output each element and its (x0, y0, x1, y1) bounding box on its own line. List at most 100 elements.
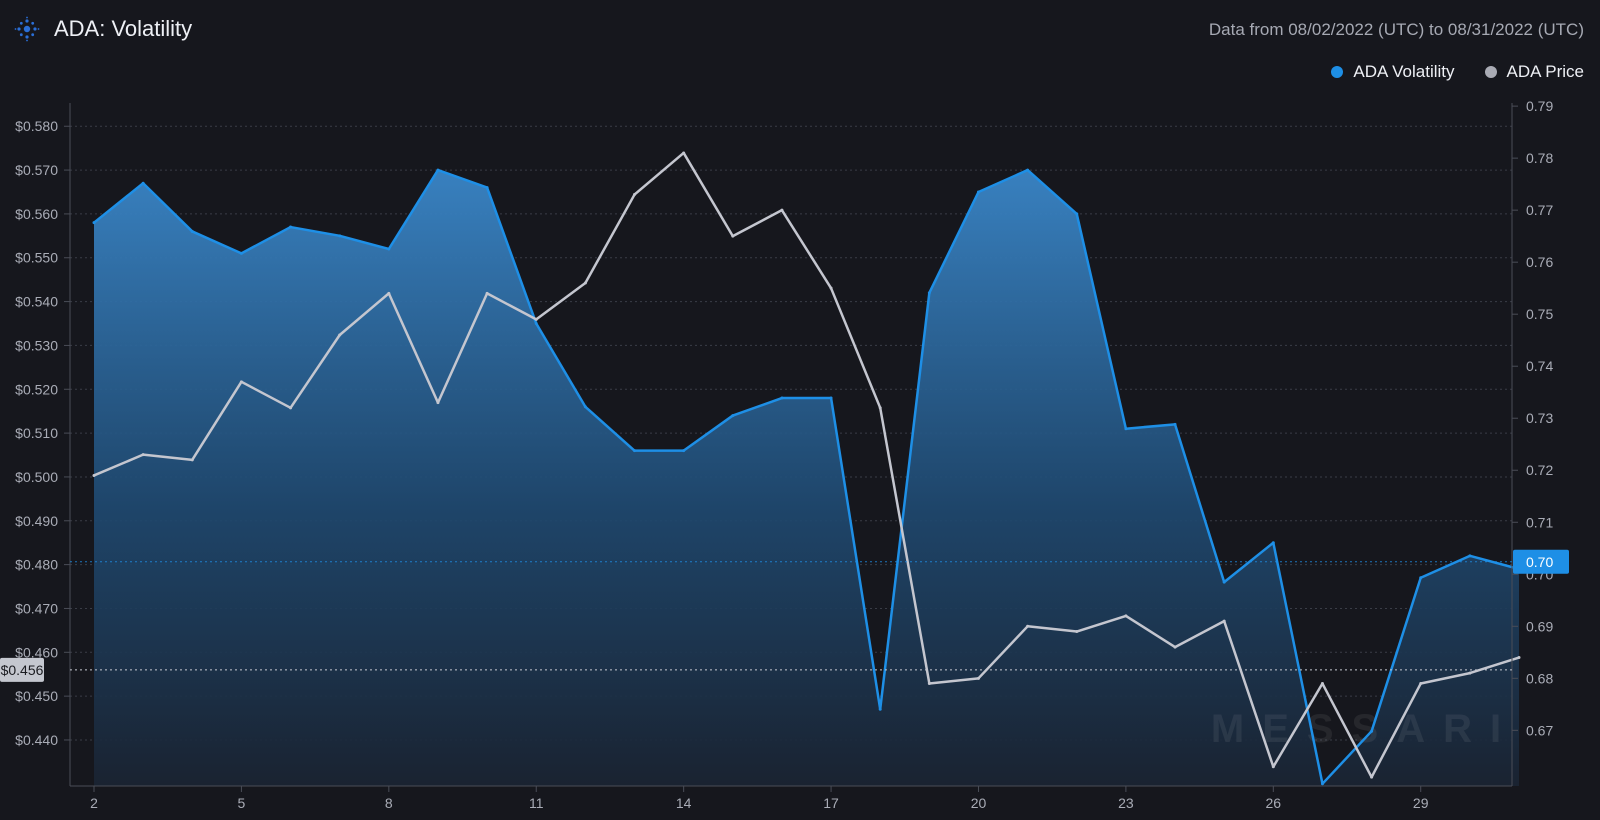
current-left-label: $0.456 (1, 662, 44, 678)
price-point[interactable] (141, 453, 145, 457)
price-point[interactable] (780, 208, 784, 212)
price-point[interactable] (731, 234, 735, 238)
volatility-point[interactable] (976, 190, 980, 194)
volatility-point[interactable] (141, 181, 145, 185)
volatility-point[interactable] (485, 186, 489, 190)
chart-title: ADA: Volatility (54, 16, 193, 41)
right-tick-label: 0.71 (1526, 514, 1553, 530)
volatility-point[interactable] (829, 396, 833, 400)
volatility-point[interactable] (1320, 782, 1324, 786)
price-point[interactable] (534, 317, 538, 321)
price-point[interactable] (633, 193, 637, 197)
price-point[interactable] (976, 676, 980, 680)
price-point[interactable] (436, 401, 440, 405)
price-point[interactable] (239, 380, 243, 384)
price-point[interactable] (1468, 671, 1472, 675)
right-tick-label: 0.77 (1526, 202, 1553, 218)
price-point[interactable] (1370, 775, 1374, 779)
left-tick-label: $0.530 (15, 337, 58, 353)
price-point[interactable] (1124, 614, 1128, 618)
volatility-point[interactable] (1124, 427, 1128, 431)
price-point[interactable] (485, 291, 489, 295)
volatility-point[interactable] (436, 168, 440, 172)
volatility-point[interactable] (190, 229, 194, 233)
volatility-point[interactable] (780, 396, 784, 400)
volatility-point[interactable] (927, 291, 931, 295)
volatility-point[interactable] (1370, 729, 1374, 733)
price-point[interactable] (190, 458, 194, 462)
x-tick-label: 14 (676, 795, 692, 811)
price-point[interactable] (1320, 682, 1324, 686)
left-tick-label: $0.540 (15, 294, 58, 310)
volatility-point[interactable] (1419, 576, 1423, 580)
left-tick-label: $0.500 (15, 469, 58, 485)
volatility-point[interactable] (1026, 168, 1030, 172)
price-line[interactable] (93, 151, 1520, 779)
volatility-point[interactable] (1271, 541, 1275, 545)
x-tick-label: 2 (90, 795, 98, 811)
price-point[interactable] (1517, 656, 1521, 660)
left-tick-label: $0.520 (15, 381, 58, 397)
price-point[interactable] (1026, 624, 1030, 628)
right-tick-label: 0.76 (1526, 254, 1553, 270)
current-right-label: 0.70 (1526, 554, 1553, 570)
volatility-point[interactable] (878, 707, 882, 711)
volatility-point[interactable] (534, 322, 538, 326)
current-right-tag (1513, 549, 1569, 574)
x-tick-label: 5 (238, 795, 246, 811)
volatility-point[interactable] (239, 251, 243, 255)
price-point[interactable] (92, 473, 96, 477)
right-tick-label: 0.74 (1526, 358, 1553, 374)
right-tick-label: 0.72 (1526, 462, 1553, 478)
volatility-point[interactable] (1222, 580, 1226, 584)
cardano-logo-icon (14, 16, 40, 42)
price-point[interactable] (682, 151, 686, 155)
volatility-point[interactable] (289, 225, 293, 229)
left-tick-label: $0.480 (15, 557, 58, 573)
price-point[interactable] (1222, 619, 1226, 623)
x-tick-label: 20 (971, 795, 987, 811)
price-point[interactable] (1173, 645, 1177, 649)
volatility-area (94, 170, 1519, 787)
volatility-point[interactable] (1075, 212, 1079, 216)
right-tick-label: 0.79 (1526, 98, 1553, 114)
volatility-point[interactable] (583, 405, 587, 409)
right-tick-label: 0.78 (1526, 150, 1553, 166)
watermark-logo: MESSARI (1211, 707, 1519, 751)
date-range: Data from 08/02/2022 (UTC) to 08/31/2022… (1208, 20, 1584, 39)
volatility-point[interactable] (92, 221, 96, 225)
price-point[interactable] (583, 281, 587, 285)
price-point[interactable] (1419, 682, 1423, 686)
right-tick-label: 0.67 (1526, 722, 1553, 738)
volatility-point[interactable] (1173, 422, 1177, 426)
volatility-line[interactable] (93, 168, 1520, 786)
price-point[interactable] (927, 682, 931, 686)
right-tick-label: 0.75 (1526, 306, 1553, 322)
volatility-point[interactable] (731, 414, 735, 418)
volatility-point[interactable] (338, 234, 342, 238)
price-point[interactable] (1271, 765, 1275, 769)
legend-dot-icon (1331, 66, 1344, 78)
x-tick-label: 23 (1118, 795, 1134, 811)
volatility-point[interactable] (682, 449, 686, 453)
current-left-tag (0, 657, 44, 682)
volatility-point[interactable] (633, 449, 637, 453)
left-tick-label: $0.490 (15, 513, 58, 529)
legend-label-volatility: ADA Volatility (1353, 62, 1455, 81)
price-point[interactable] (1075, 630, 1079, 634)
left-tick-label: $0.470 (15, 600, 58, 616)
legend-item-volatility[interactable]: ADA Volatility (1331, 62, 1455, 82)
left-tick-label: $0.560 (15, 206, 58, 222)
price-point[interactable] (878, 406, 882, 410)
price-point[interactable] (289, 406, 293, 410)
price-point[interactable] (387, 291, 391, 295)
x-tick-label: 8 (385, 795, 393, 811)
legend-item-price[interactable]: ADA Price (1484, 62, 1584, 82)
volatility-point[interactable] (1468, 554, 1472, 558)
volatility-point[interactable] (387, 247, 391, 251)
price-point[interactable] (338, 333, 342, 337)
right-tick-label: 0.69 (1526, 618, 1553, 634)
price-point[interactable] (829, 286, 833, 290)
x-tick-label: 26 (1266, 795, 1282, 811)
